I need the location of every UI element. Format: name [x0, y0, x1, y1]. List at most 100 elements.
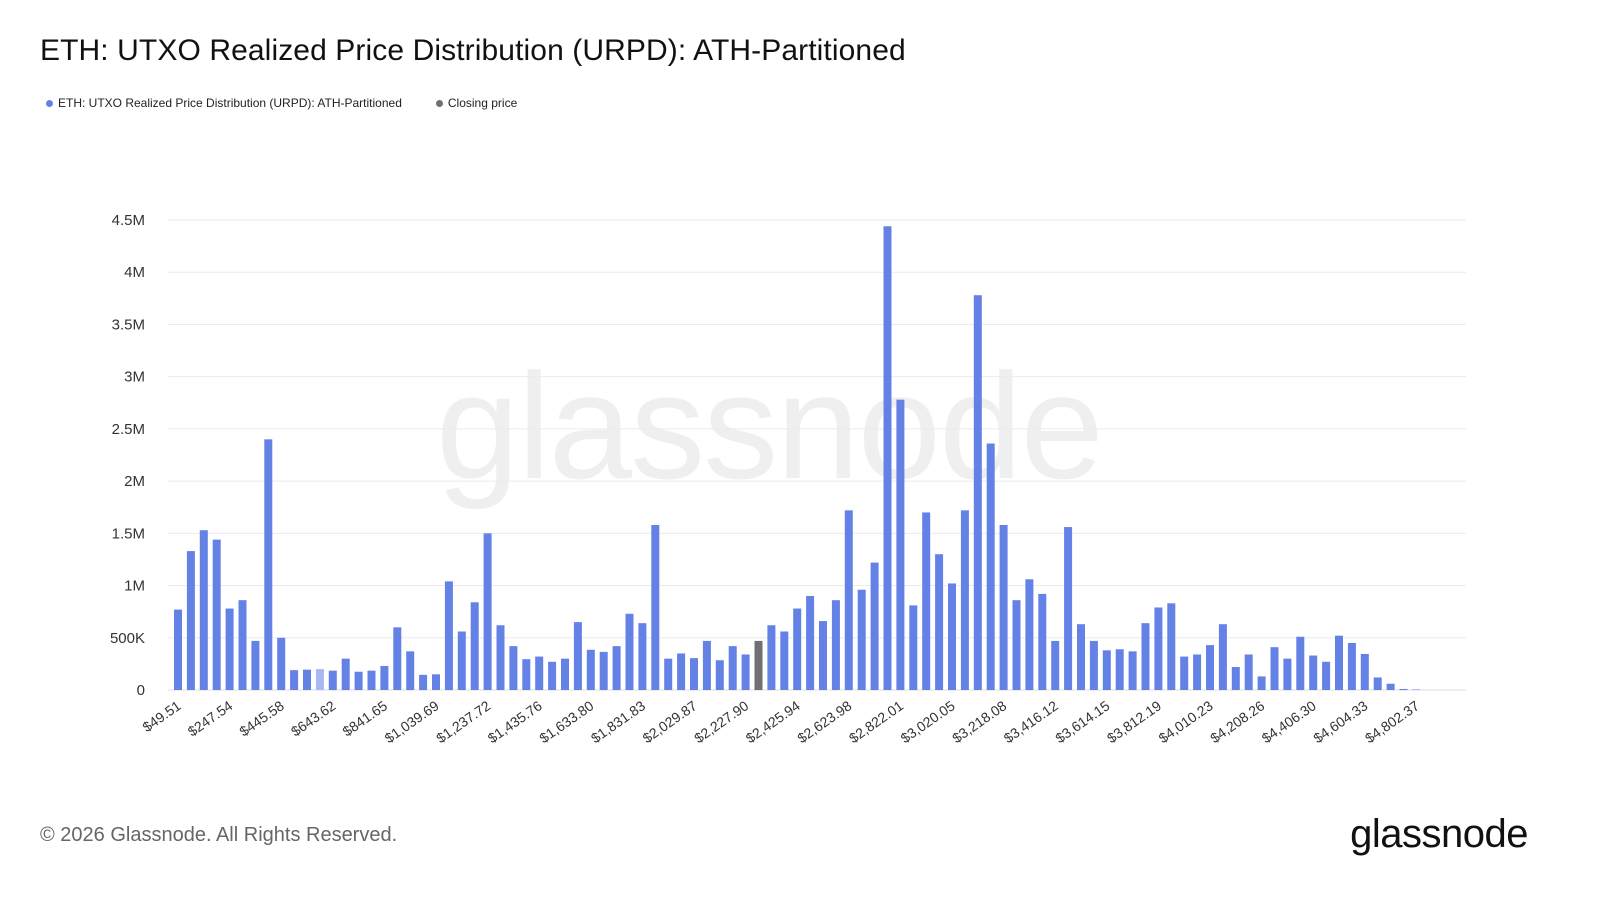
urpd-bar	[702, 640, 711, 690]
urpd-bar	[586, 649, 595, 690]
urpd-bar	[522, 659, 531, 690]
urpd-bar	[1038, 593, 1047, 690]
urpd-bar	[1206, 645, 1214, 690]
urpd-bar	[1231, 667, 1240, 690]
x-tick-label: $3,416.12	[1001, 697, 1061, 746]
x-tick-label: $4,010.23	[1156, 697, 1216, 746]
urpd-bar	[1089, 640, 1098, 690]
urpd-bar	[831, 600, 840, 690]
legend-dot-urpd	[46, 99, 53, 107]
legend-label-urpd: ETH: UTXO Realized Price Distribution (U…	[58, 96, 402, 110]
urpd-bar	[599, 651, 608, 690]
urpd-bar	[793, 608, 802, 690]
urpd-bar	[806, 596, 815, 690]
urpd-bar	[638, 623, 647, 690]
urpd-bar	[1399, 688, 1408, 690]
urpd-bar	[677, 653, 686, 690]
urpd-bar	[1386, 683, 1395, 690]
x-tick-label: $3,614.15	[1052, 697, 1112, 746]
urpd-bar	[432, 674, 440, 690]
urpd-bar	[870, 562, 879, 690]
urpd-bar	[1218, 624, 1227, 690]
urpd-bar	[419, 674, 428, 690]
x-tick-label: $2,822.01	[846, 697, 906, 746]
urpd-bar	[509, 646, 518, 690]
y-tick-label: 3M	[124, 369, 145, 386]
urpd-bar	[186, 551, 195, 690]
urpd-bar	[960, 510, 969, 690]
urpd-bar	[1270, 647, 1279, 690]
x-tick-label: $3,812.19	[1104, 697, 1164, 746]
urpd-bar	[1309, 655, 1318, 690]
urpd-bar	[767, 625, 776, 690]
x-tick-label: $4,208.26	[1207, 697, 1267, 746]
urpd-bar	[225, 608, 234, 690]
urpd-bar	[406, 651, 415, 690]
urpd-bar	[548, 661, 557, 690]
urpd-bar	[290, 670, 299, 690]
x-tick-label: $1,435.76	[485, 697, 545, 746]
copyright-footer: © 2026 Glassnode. All Rights Reserved.	[40, 824, 398, 846]
y-tick-label: 1M	[124, 578, 145, 595]
y-tick-label: 500K	[110, 630, 145, 647]
closing-price-bar	[754, 640, 763, 690]
urpd-bar	[690, 658, 698, 690]
urpd-bar	[1244, 654, 1253, 690]
urpd-bar	[973, 295, 982, 690]
urpd-bar	[341, 658, 350, 690]
y-tick-label: 0	[137, 682, 145, 699]
legend-item-urpd[interactable]: ETH: UTXO Realized Price Distribution (U…	[46, 96, 402, 110]
urpd-bar	[354, 671, 363, 690]
urpd-bar	[741, 654, 750, 690]
urpd-bar	[896, 399, 905, 690]
urpd-bar	[1322, 661, 1331, 690]
legend-dot-closing-price	[435, 99, 443, 107]
urpd-bar	[948, 583, 956, 690]
x-tick-label: $1,039.69	[382, 697, 442, 746]
urpd-bar	[922, 512, 931, 690]
urpd-bar	[367, 670, 376, 690]
x-tick-label: $4,802.37	[1362, 697, 1422, 746]
urpd-bar	[1412, 689, 1421, 690]
urpd-bar	[819, 621, 827, 690]
legend-label-closing-price: Closing price	[447, 96, 518, 110]
urpd-bar	[573, 622, 582, 690]
urpd-bar	[561, 658, 569, 690]
urpd-bar	[264, 439, 273, 690]
glassnode-logo: glassnode	[1350, 812, 1528, 856]
x-tick-label: $3,020.05	[898, 697, 958, 746]
urpd-bar	[535, 656, 544, 690]
x-tick-label: $3,218.08	[949, 697, 1009, 746]
y-tick-label: 3.5M	[112, 316, 145, 333]
x-tick-label: $2,227.90	[691, 697, 751, 746]
urpd-bar	[1115, 649, 1124, 690]
y-tick-label: 4M	[124, 264, 145, 281]
chart-legend: ETH: UTXO Realized Price Distribution (U…	[46, 96, 551, 110]
urpd-bar	[1154, 607, 1163, 690]
urpd-bar	[1102, 650, 1111, 690]
x-tick-label: $643.62	[288, 697, 339, 739]
urpd-bar	[1335, 635, 1343, 690]
x-tick-label: $2,029.87	[640, 697, 700, 746]
x-tick-label: $247.54	[185, 697, 236, 739]
urpd-bar	[1360, 653, 1369, 690]
y-tick-label: 4.5M	[112, 212, 145, 229]
urpd-bar	[277, 637, 286, 690]
legend-item-closing-price[interactable]: Closing price	[435, 96, 518, 110]
y-tick-label: 2M	[124, 473, 145, 490]
x-tick-label: $2,425.94	[743, 697, 803, 746]
x-tick-label: $1,633.80	[536, 697, 596, 746]
urpd-bar	[651, 524, 660, 690]
urpd-bar	[470, 602, 479, 690]
urpd-bar	[612, 646, 621, 690]
urpd-bar	[1128, 651, 1137, 690]
urpd-bar	[664, 658, 673, 690]
urpd-bar	[1012, 600, 1021, 690]
x-tick-label: $1,237.72	[433, 697, 493, 746]
urpd-bar	[380, 665, 389, 690]
urpd-bar	[238, 600, 247, 690]
urpd-bar	[1193, 654, 1202, 690]
x-tick-label: $1,831.83	[588, 697, 648, 746]
urpd-bar	[986, 443, 995, 690]
